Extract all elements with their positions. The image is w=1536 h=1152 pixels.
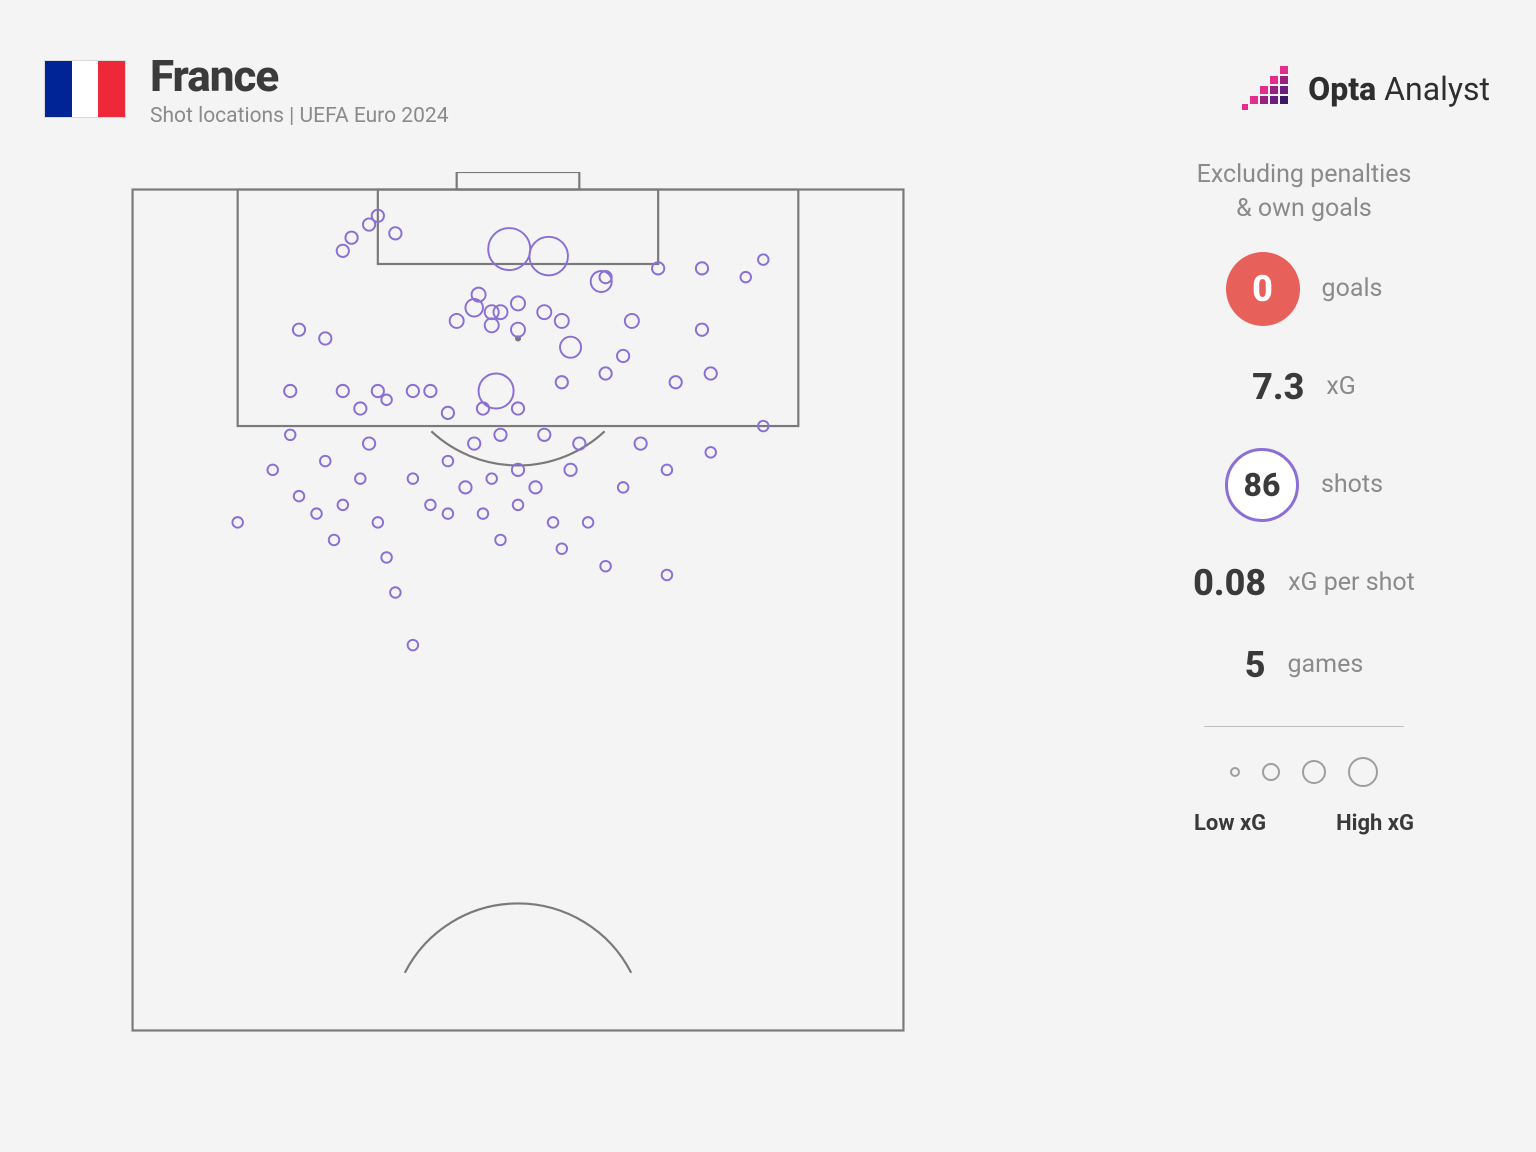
brand-logo: Opta Analyst [1240,62,1490,116]
stat-games: 5 games [1144,644,1464,686]
france-flag-icon [44,60,126,118]
brand-label: Opta Analyst [1308,70,1490,108]
goals-label: goals [1322,274,1383,303]
legend-ring [1230,767,1240,777]
exclusion-note: Excluding penalties & own goals [1144,158,1464,226]
shot-map [80,172,956,1048]
goals-value: 0 [1226,252,1300,326]
games-value: 5 [1245,644,1266,686]
stats-divider [1204,726,1404,727]
header: France Shot locations | UEFA Euro 2024 [44,50,449,128]
page-title: France [150,50,449,102]
brand-bold: Opta [1308,70,1376,108]
legend-high: High xG [1336,811,1414,836]
shots-value: 86 [1225,448,1299,522]
stat-shots: 86 shots [1144,448,1464,522]
exclusion-line1: Excluding penalties [1197,160,1412,189]
stat-goals: 0 goals [1144,252,1464,326]
page-subtitle: Shot locations | UEFA Euro 2024 [150,104,449,128]
legend-ring [1302,760,1326,784]
xgps-label: xG per shot [1288,568,1415,597]
stat-xg-per-shot: 0.08 xG per shot [1144,562,1464,604]
legend-ring [1262,763,1280,781]
stat-xg: 7.3 xG [1144,366,1464,408]
title-block: France Shot locations | UEFA Euro 2024 [150,50,449,128]
xg-size-legend [1144,757,1464,787]
brand-light: Analyst [1376,70,1490,108]
stats-panel: Excluding penalties & own goals 0 goals … [1144,158,1464,836]
exclusion-line2: & own goals [1236,194,1372,223]
xg-label: xG [1326,372,1355,401]
opta-logo-icon [1240,62,1294,116]
pitch-svg [80,172,956,1048]
games-label: games [1288,650,1364,679]
legend-ring [1348,757,1378,787]
legend-low: Low xG [1194,811,1266,836]
xg-value: 7.3 [1252,366,1304,408]
shots-label: shots [1321,470,1383,499]
xgps-value: 0.08 [1193,562,1266,604]
xg-legend-labels: Low xG High xG [1194,811,1414,836]
